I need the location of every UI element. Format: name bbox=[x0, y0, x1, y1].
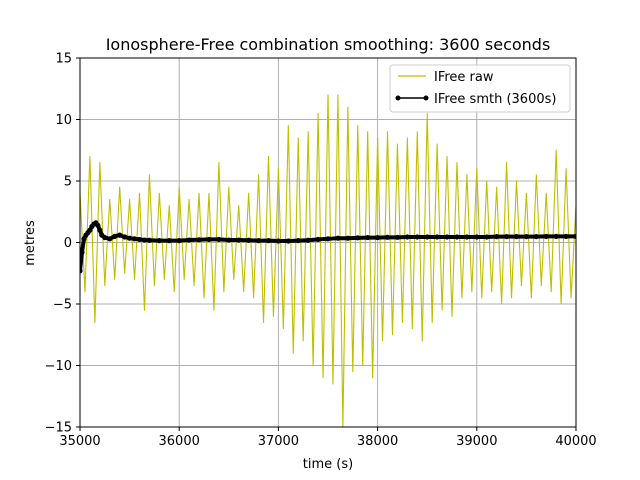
series-point-ifree-smth bbox=[434, 234, 440, 240]
series-point-ifree-smth bbox=[107, 236, 113, 242]
series-point-ifree-smth bbox=[95, 222, 101, 228]
y-tick-label: 15 bbox=[55, 52, 72, 67]
x-tick-label: 35000 bbox=[59, 434, 100, 449]
series-point-ifree-smth bbox=[295, 238, 301, 244]
series-point-ifree-smth bbox=[523, 233, 530, 240]
series-point-ifree-smth bbox=[127, 235, 133, 241]
y-axis-label: metres bbox=[23, 220, 38, 266]
series-point-ifree-smth bbox=[375, 234, 381, 241]
series-point-ifree-smth bbox=[404, 234, 410, 240]
series-point-ifree-smth bbox=[156, 238, 162, 244]
series-point-ifree-smth bbox=[345, 235, 351, 241]
series-point-ifree-smth bbox=[275, 238, 281, 244]
series-point-ifree-smth bbox=[226, 237, 232, 243]
legend-marker bbox=[423, 95, 429, 101]
series-layer bbox=[80, 94, 576, 427]
legend: IFree raw IFree smth (3600s) bbox=[389, 64, 571, 113]
series-point-ifree-smth bbox=[533, 233, 539, 240]
series-point-ifree-smth bbox=[335, 235, 341, 241]
x-axis: 35000 36000 37000 38000 39000 40000 bbox=[59, 427, 597, 449]
series-point-ifree-smth bbox=[494, 233, 500, 240]
series-point-ifree-smth bbox=[305, 237, 311, 243]
x-tick-label: 36000 bbox=[159, 434, 200, 449]
series-point-ifree-smth bbox=[365, 234, 371, 241]
series-point-ifree-smth bbox=[355, 235, 361, 241]
y-tick-label: −15 bbox=[45, 421, 72, 436]
series-point-ifree-smth bbox=[503, 233, 510, 240]
series-point-ifree-smth bbox=[176, 238, 182, 244]
series-point-ifree-smth bbox=[122, 234, 128, 240]
series-point-ifree-smth bbox=[394, 234, 401, 240]
x-axis-label: time (s) bbox=[303, 457, 353, 472]
legend-box bbox=[389, 64, 571, 113]
series-point-ifree-smth bbox=[80, 249, 85, 255]
series-point-ifree-smth bbox=[543, 233, 549, 239]
y-axis: −15 −10 −5 0 5 10 15 bbox=[45, 52, 80, 436]
series-point-ifree-smth bbox=[255, 238, 262, 244]
series-point-ifree-smth bbox=[513, 233, 520, 240]
series-point-ifree-smth bbox=[196, 237, 202, 243]
legend-label-ifree-raw: IFree raw bbox=[434, 70, 494, 85]
series-point-ifree-smth bbox=[384, 234, 391, 240]
y-tick-label: 0 bbox=[64, 236, 72, 251]
y-tick-label: −10 bbox=[45, 359, 72, 374]
series-point-ifree-smth bbox=[80, 268, 83, 274]
series-point-ifree-smth bbox=[315, 236, 321, 243]
legend-label-ifree-smth: IFree smth (3600s) bbox=[434, 92, 556, 107]
series-point-ifree-smth bbox=[246, 237, 252, 243]
x-tick-label: 38000 bbox=[357, 434, 398, 449]
series-point-ifree-smth bbox=[464, 234, 470, 240]
series-point-ifree-smth bbox=[186, 237, 192, 243]
series-point-ifree-smth bbox=[216, 236, 222, 243]
x-tick-label: 40000 bbox=[555, 434, 596, 449]
series-point-ifree-smth bbox=[474, 234, 480, 240]
series-point-ifree-smth bbox=[206, 236, 212, 243]
series-point-ifree-smth bbox=[141, 237, 148, 243]
series-point-ifree-smth bbox=[563, 233, 569, 239]
series-point-ifree-smth bbox=[553, 233, 559, 239]
series-point-ifree-smth bbox=[117, 232, 123, 238]
series-point-ifree-smth bbox=[454, 234, 460, 240]
series-line-ifree-raw bbox=[80, 94, 576, 427]
series-point-ifree-smth bbox=[444, 234, 450, 240]
x-tick-label: 39000 bbox=[456, 434, 497, 449]
series-point-ifree-smth bbox=[102, 234, 108, 241]
y-tick-label: −5 bbox=[53, 298, 72, 313]
series-point-ifree-smth bbox=[166, 238, 172, 244]
y-tick-label: 5 bbox=[64, 175, 72, 190]
series-point-ifree-smth bbox=[236, 237, 242, 243]
series-point-ifree-smth bbox=[573, 233, 576, 239]
series-point-ifree-smth bbox=[484, 234, 490, 240]
series-point-ifree-smth bbox=[131, 236, 138, 242]
series-point-ifree-smth bbox=[146, 237, 153, 243]
legend-marker bbox=[395, 95, 401, 101]
series-point-ifree-smth bbox=[112, 233, 118, 239]
series-point-ifree-smth bbox=[325, 236, 331, 242]
series-point-ifree-smth bbox=[136, 236, 143, 243]
series-point-ifree-smth bbox=[265, 238, 272, 244]
x-tick-label: 37000 bbox=[258, 434, 299, 449]
chart-title: Ionosphere-Free combination smoothing: 3… bbox=[106, 35, 551, 54]
series-point-ifree-smth bbox=[285, 238, 291, 244]
series-point-ifree-smth bbox=[97, 227, 103, 233]
series-point-ifree-smth bbox=[424, 234, 430, 240]
series-point-ifree-smth bbox=[414, 234, 420, 240]
y-tick-label: 10 bbox=[55, 113, 72, 128]
